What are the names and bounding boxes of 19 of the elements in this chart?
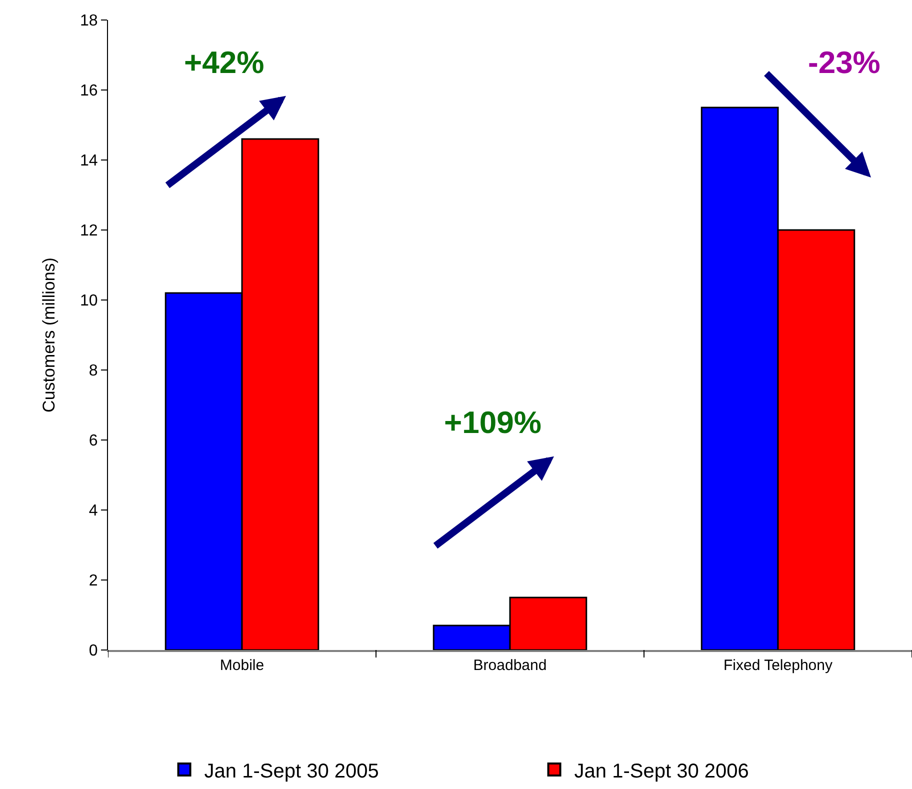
x-tick-label: Mobile xyxy=(220,657,264,674)
y-axis-title: Customers (millions) xyxy=(40,258,59,412)
x-tick-label: Fixed Telephony xyxy=(724,657,833,674)
y-tick-label: 4 xyxy=(88,502,98,520)
y-tick-label: 18 xyxy=(80,12,98,30)
x-tick-label: Broadband xyxy=(473,657,547,674)
annotation: +42% xyxy=(184,45,264,80)
y-tick-label: 0 xyxy=(88,642,98,660)
y-tick-label: 8 xyxy=(88,362,98,380)
annotation: +109% xyxy=(444,405,542,440)
y-tick-label: 6 xyxy=(88,432,98,450)
y-tick-label: 2 xyxy=(88,572,98,590)
legend-label: Jan 1-Sept 30 2005 xyxy=(204,760,379,782)
y-tick-label: 16 xyxy=(80,82,98,100)
y-tick-label: 14 xyxy=(80,152,98,170)
y-tick-label: 10 xyxy=(80,292,98,310)
legend-label: Jan 1-Sept 30 2006 xyxy=(574,760,749,782)
y-tick-label: 12 xyxy=(80,222,98,240)
annotation: -23% xyxy=(808,45,880,80)
